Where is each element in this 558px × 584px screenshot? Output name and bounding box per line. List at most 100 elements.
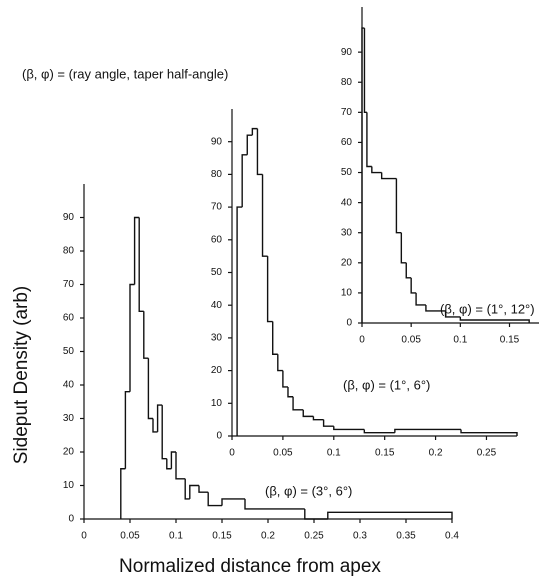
- x-tick-label: 0.2: [261, 531, 275, 542]
- histogram-bin: [236, 206, 243, 436]
- y-tick-label: 30: [63, 413, 75, 424]
- histogram-bin: [395, 178, 402, 234]
- series-label: (β, φ) = (1°, 6°): [343, 377, 430, 392]
- series-label: (β, φ) = (1°, 12°): [440, 301, 535, 316]
- histogram-bin: [147, 358, 153, 420]
- y-tick-label: 20: [63, 447, 75, 458]
- histogram-bin: [410, 277, 417, 294]
- histogram-bin: [244, 498, 305, 510]
- y-tick-label: 60: [211, 234, 223, 245]
- histogram-bin: [444, 310, 461, 318]
- y-tick-label: 10: [211, 398, 223, 409]
- y-tick-label: 40: [63, 380, 75, 391]
- y-tick-label: 30: [211, 333, 223, 344]
- annotation: (β, φ) = (ray angle, taper half-angle): [22, 66, 228, 81]
- histogram-bin: [327, 511, 453, 519]
- y-tick-label: 40: [341, 197, 353, 208]
- y-tick-label: 40: [211, 300, 223, 311]
- histogram-bin: [322, 419, 334, 427]
- histogram-bin: [251, 127, 258, 136]
- histogram-bin: [425, 304, 446, 312]
- y-tick-label: 80: [341, 77, 353, 88]
- histogram-bin: [189, 484, 199, 499]
- histogram-bin: [129, 283, 135, 392]
- x-tick-label: 0.1: [327, 448, 341, 459]
- histogram-bin: [272, 321, 278, 355]
- y-tick-label: 70: [63, 279, 75, 290]
- x-tick-label: 0.35: [396, 531, 416, 542]
- histogram-bin: [124, 391, 130, 469]
- histogram-bin: [184, 478, 190, 500]
- histogram-bin: [138, 217, 144, 312]
- histogram-bin: [277, 354, 283, 372]
- x-tick-label: 0.4: [445, 531, 459, 542]
- y-tick-label: 50: [63, 346, 75, 357]
- x-tick-label: 0.1: [169, 531, 183, 542]
- y-tick-label: 80: [211, 169, 223, 180]
- histogram-bin: [156, 404, 163, 432]
- x-tick-label: 0.1: [453, 335, 467, 346]
- histogram-bin: [405, 262, 412, 279]
- x-tick-label: 0.25: [477, 448, 497, 459]
- histogram-bin: [287, 386, 294, 398]
- x-tick-label: 0.2: [429, 448, 443, 459]
- histogram-bin: [152, 418, 158, 433]
- histogram-bin: [333, 426, 365, 431]
- y-tick-label: 70: [211, 202, 223, 213]
- histogram-bin: [292, 396, 304, 411]
- y-tick-label: 70: [341, 107, 353, 118]
- histogram-bin: [266, 256, 273, 323]
- x-axis-label: Normalized distance from apex: [119, 556, 381, 577]
- histogram-bin: [261, 174, 268, 257]
- y-tick-label: 80: [63, 246, 75, 257]
- histogram-bin: [143, 311, 149, 359]
- x-tick-label: 0: [81, 531, 87, 542]
- histogram-bin: [459, 316, 530, 323]
- y-tick-label: 50: [211, 267, 223, 278]
- histogram-bin: [241, 154, 248, 208]
- x-tick-label: 0.15: [212, 531, 232, 542]
- histogram-bin: [161, 405, 167, 460]
- y-tick-label: 10: [341, 288, 353, 299]
- histogram-bin: [394, 428, 462, 433]
- histogram-bin: [415, 292, 426, 306]
- histogram-bin: [133, 216, 140, 285]
- x-tick-label: 0.05: [401, 335, 421, 346]
- histogram-bin: [400, 232, 407, 264]
- y-tick-label: 0: [68, 514, 74, 525]
- x-tick-label: 0.25: [304, 531, 324, 542]
- x-tick-label: 0.15: [375, 448, 395, 459]
- histogram-bin: [198, 485, 209, 493]
- histogram-bin: [166, 458, 172, 470]
- histogram-bin: [170, 451, 176, 469]
- histogram-bin: [304, 508, 328, 520]
- y-tick-label: 50: [341, 167, 353, 178]
- histogram-bin: [246, 134, 253, 155]
- y-tick-label: 30: [341, 227, 353, 238]
- histogram-bin: [175, 452, 186, 480]
- y-tick-label: 90: [211, 136, 223, 147]
- histogram-bin: [302, 409, 314, 418]
- x-tick-label: 0.3: [353, 531, 367, 542]
- histogram-bin: [363, 28, 367, 114]
- y-tick-label: 20: [341, 257, 353, 268]
- y-tick-label: 90: [341, 47, 353, 58]
- y-tick-label: 90: [63, 212, 75, 223]
- y-tick-label: 0: [216, 431, 222, 442]
- histogram-bin: [312, 416, 324, 421]
- x-tick-label: 0.05: [273, 448, 293, 459]
- histogram-bin: [371, 166, 382, 174]
- histogram-bin: [366, 112, 372, 168]
- histogram-bin: [380, 172, 397, 180]
- y-tick-label: 60: [341, 137, 353, 148]
- histogram-bin: [207, 492, 222, 507]
- series-label: (β, φ) = (3°, 6°): [265, 483, 352, 498]
- histogram-bin: [282, 370, 288, 388]
- histogram-bin: [361, 27, 365, 323]
- y-tick-label: 60: [63, 313, 75, 324]
- x-tick-label: 0: [229, 448, 235, 459]
- x-tick-label: 0.05: [120, 531, 140, 542]
- x-tick-label: 0: [359, 335, 365, 346]
- y-axis-label: Sideput Density (arb): [11, 286, 32, 464]
